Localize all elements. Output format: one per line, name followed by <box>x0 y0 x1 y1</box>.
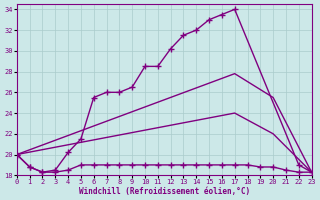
X-axis label: Windchill (Refroidissement éolien,°C): Windchill (Refroidissement éolien,°C) <box>79 187 250 196</box>
